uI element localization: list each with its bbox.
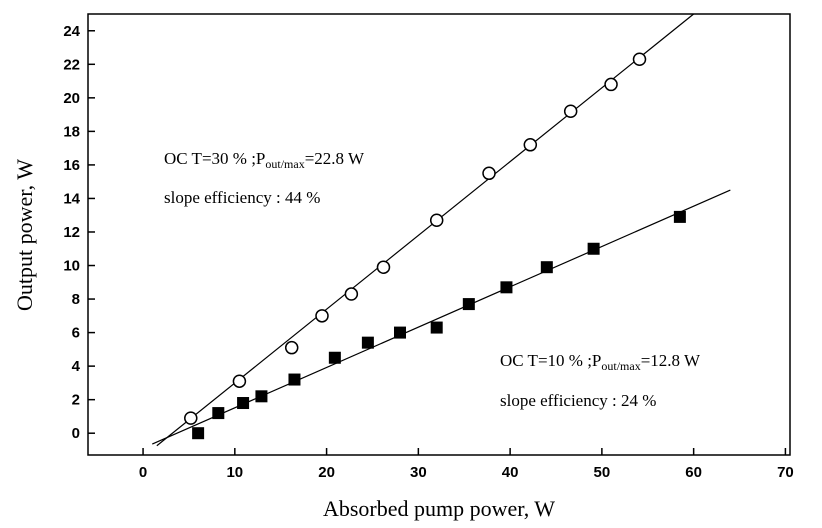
data-point [604, 77, 618, 92]
x-tick-label: 70 [777, 464, 794, 481]
data-point [523, 138, 538, 152]
data-point [192, 427, 205, 440]
data-point [540, 261, 553, 274]
data-point [284, 340, 299, 355]
annotation: slope efficiency : 44 % [164, 188, 320, 207]
annotation: slope efficiency : 24 % [500, 391, 656, 410]
y-tick-label: 18 [63, 123, 80, 140]
x-tick-label: 10 [226, 464, 243, 481]
y-tick-label: 24 [63, 23, 80, 40]
data-point [430, 321, 443, 334]
annotation: OC T=30 % ;Pout/max=22.8 W [164, 149, 365, 171]
x-tick-label: 30 [410, 464, 427, 481]
data-point [315, 309, 329, 323]
data-point [673, 210, 686, 223]
annotation: OC T=10 % ;Pout/max=12.8 W [500, 351, 701, 373]
data-point [237, 397, 250, 410]
data-point [212, 407, 225, 420]
data-point [344, 287, 359, 301]
data-point [184, 411, 198, 425]
data-point [482, 166, 496, 181]
y-tick-label: 20 [63, 90, 80, 107]
data-point [632, 52, 647, 67]
y-axis-label: Output power, W [12, 159, 37, 311]
y-tick-label: 22 [63, 56, 80, 73]
data-point [255, 390, 268, 403]
y-tick-label: 12 [63, 224, 80, 241]
data-point [563, 104, 578, 119]
plot-frame [87, 13, 791, 456]
data-point [232, 374, 247, 388]
y-tick-label: 2 [72, 392, 80, 409]
data-point [587, 242, 600, 255]
data-point [394, 326, 406, 339]
y-tick-label: 10 [63, 258, 80, 275]
data-point [361, 336, 374, 349]
y-tick-label: 0 [72, 425, 80, 442]
data-point [500, 281, 513, 294]
data-point [462, 298, 475, 311]
x-tick-label: 40 [502, 464, 519, 481]
y-tick-label: 6 [72, 325, 80, 342]
x-axis-label: Absorbed pump power, W [323, 496, 555, 521]
data-point [288, 373, 301, 386]
x-tick-label: 0 [139, 464, 147, 481]
fit-line [156, 13, 695, 447]
y-tick-label: 16 [63, 157, 80, 174]
data-point [376, 260, 391, 274]
y-tick-label: 14 [63, 190, 80, 207]
data-point [328, 351, 341, 364]
y-tick-label: 4 [72, 358, 81, 375]
y-tick-label: 8 [72, 291, 80, 308]
data-point [429, 213, 444, 227]
x-tick-label: 50 [594, 464, 611, 481]
x-tick-label: 60 [685, 464, 702, 481]
x-tick-label: 20 [318, 464, 335, 481]
